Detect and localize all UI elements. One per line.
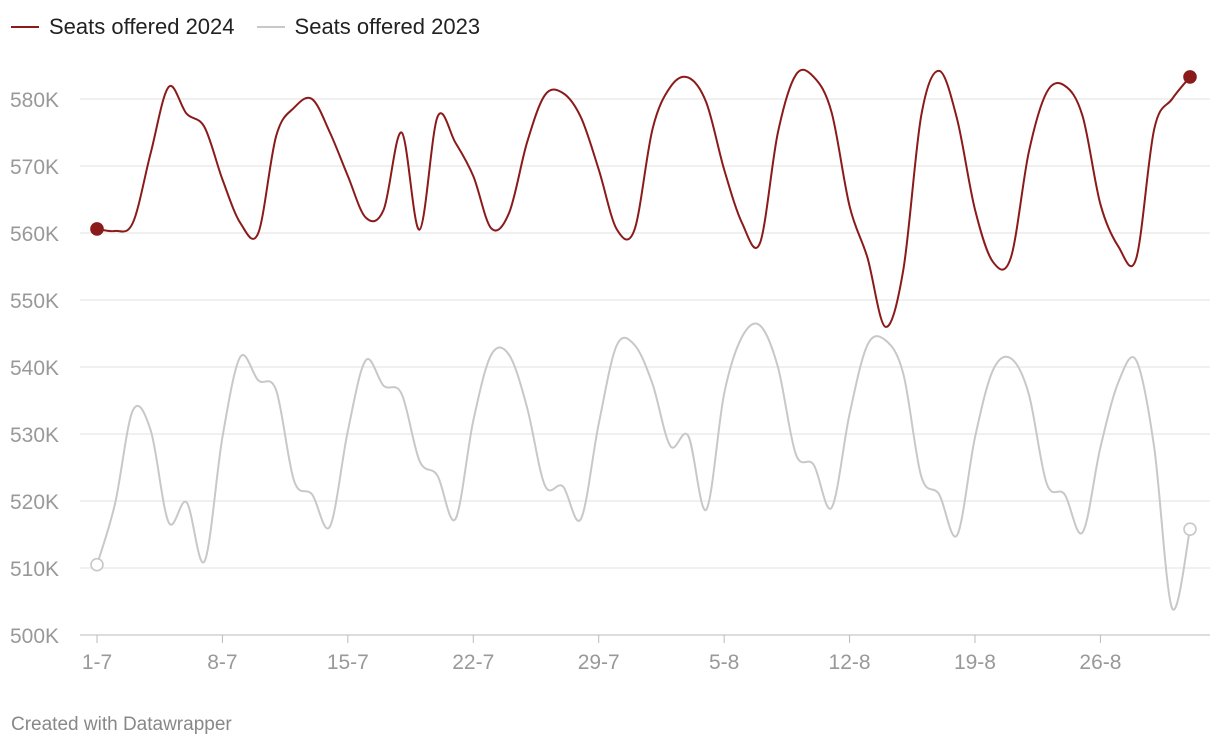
legend-label-2023: Seats offered 2023 — [294, 14, 481, 39]
legend-item-2024: Seats offered 2024 — [11, 14, 235, 40]
y-tick-label: 510K — [10, 558, 59, 581]
line-chart: 500K 510K 520K 530K 540K 550K 560K 570K 580K 1-7… — [10, 68, 1210, 674]
y-tick-label: 580K — [10, 89, 59, 112]
legend-swatch-2023 — [256, 26, 285, 28]
y-tick-label: 520K — [10, 491, 59, 514]
y-tick-label: 550K — [10, 290, 59, 313]
series-end-markers — [90, 70, 1197, 572]
series-lines — [96, 68, 1191, 611]
x-tick-label: 29-7 — [578, 651, 620, 674]
x-tick-label: 26-8 — [1079, 651, 1121, 674]
series-marker-2024-end — [1183, 70, 1197, 84]
x-tick-label: 19-8 — [954, 651, 996, 674]
x-tick-label: 8-7 — [207, 651, 237, 674]
y-tick-label: 530K — [10, 424, 59, 447]
footer-credit: Created with Datawrapper — [11, 714, 232, 735]
gridlines — [80, 98, 1210, 636]
legend-swatch-2024 — [11, 26, 39, 28]
legend-label-2024: Seats offered 2024 — [49, 14, 235, 39]
y-tick-label: 500K — [10, 625, 59, 648]
x-axis-ticks: 1-7 8-7 15-7 22-7 29-7 5-8 12-8 19-8 26-8 — [82, 635, 1121, 674]
x-tick-label: 15-7 — [327, 651, 369, 674]
series-marker-2023-start — [90, 557, 104, 572]
series-line-2023 — [96, 322, 1191, 611]
x-tick-label: 12-8 — [829, 651, 871, 674]
y-tick-label: 560K — [10, 223, 59, 246]
series-marker-2024-start — [90, 222, 104, 236]
x-tick-label: 22-7 — [452, 651, 494, 674]
legend-item-2023: Seats offered 2023 — [256, 14, 481, 40]
x-tick-label: 1-7 — [82, 651, 112, 674]
y-tick-label: 540K — [10, 357, 59, 380]
series-marker-2023-end — [1183, 522, 1197, 536]
y-tick-label: 570K — [10, 156, 59, 179]
x-tick-label: 5-8 — [709, 651, 739, 674]
y-axis-ticks: 500K 510K 520K 530K 540K 550K 560K 570K 580K — [10, 89, 59, 648]
chart-legend: Seats offered 2024 Seats offered 2023 — [11, 14, 502, 40]
series-line-2024 — [96, 68, 1191, 328]
